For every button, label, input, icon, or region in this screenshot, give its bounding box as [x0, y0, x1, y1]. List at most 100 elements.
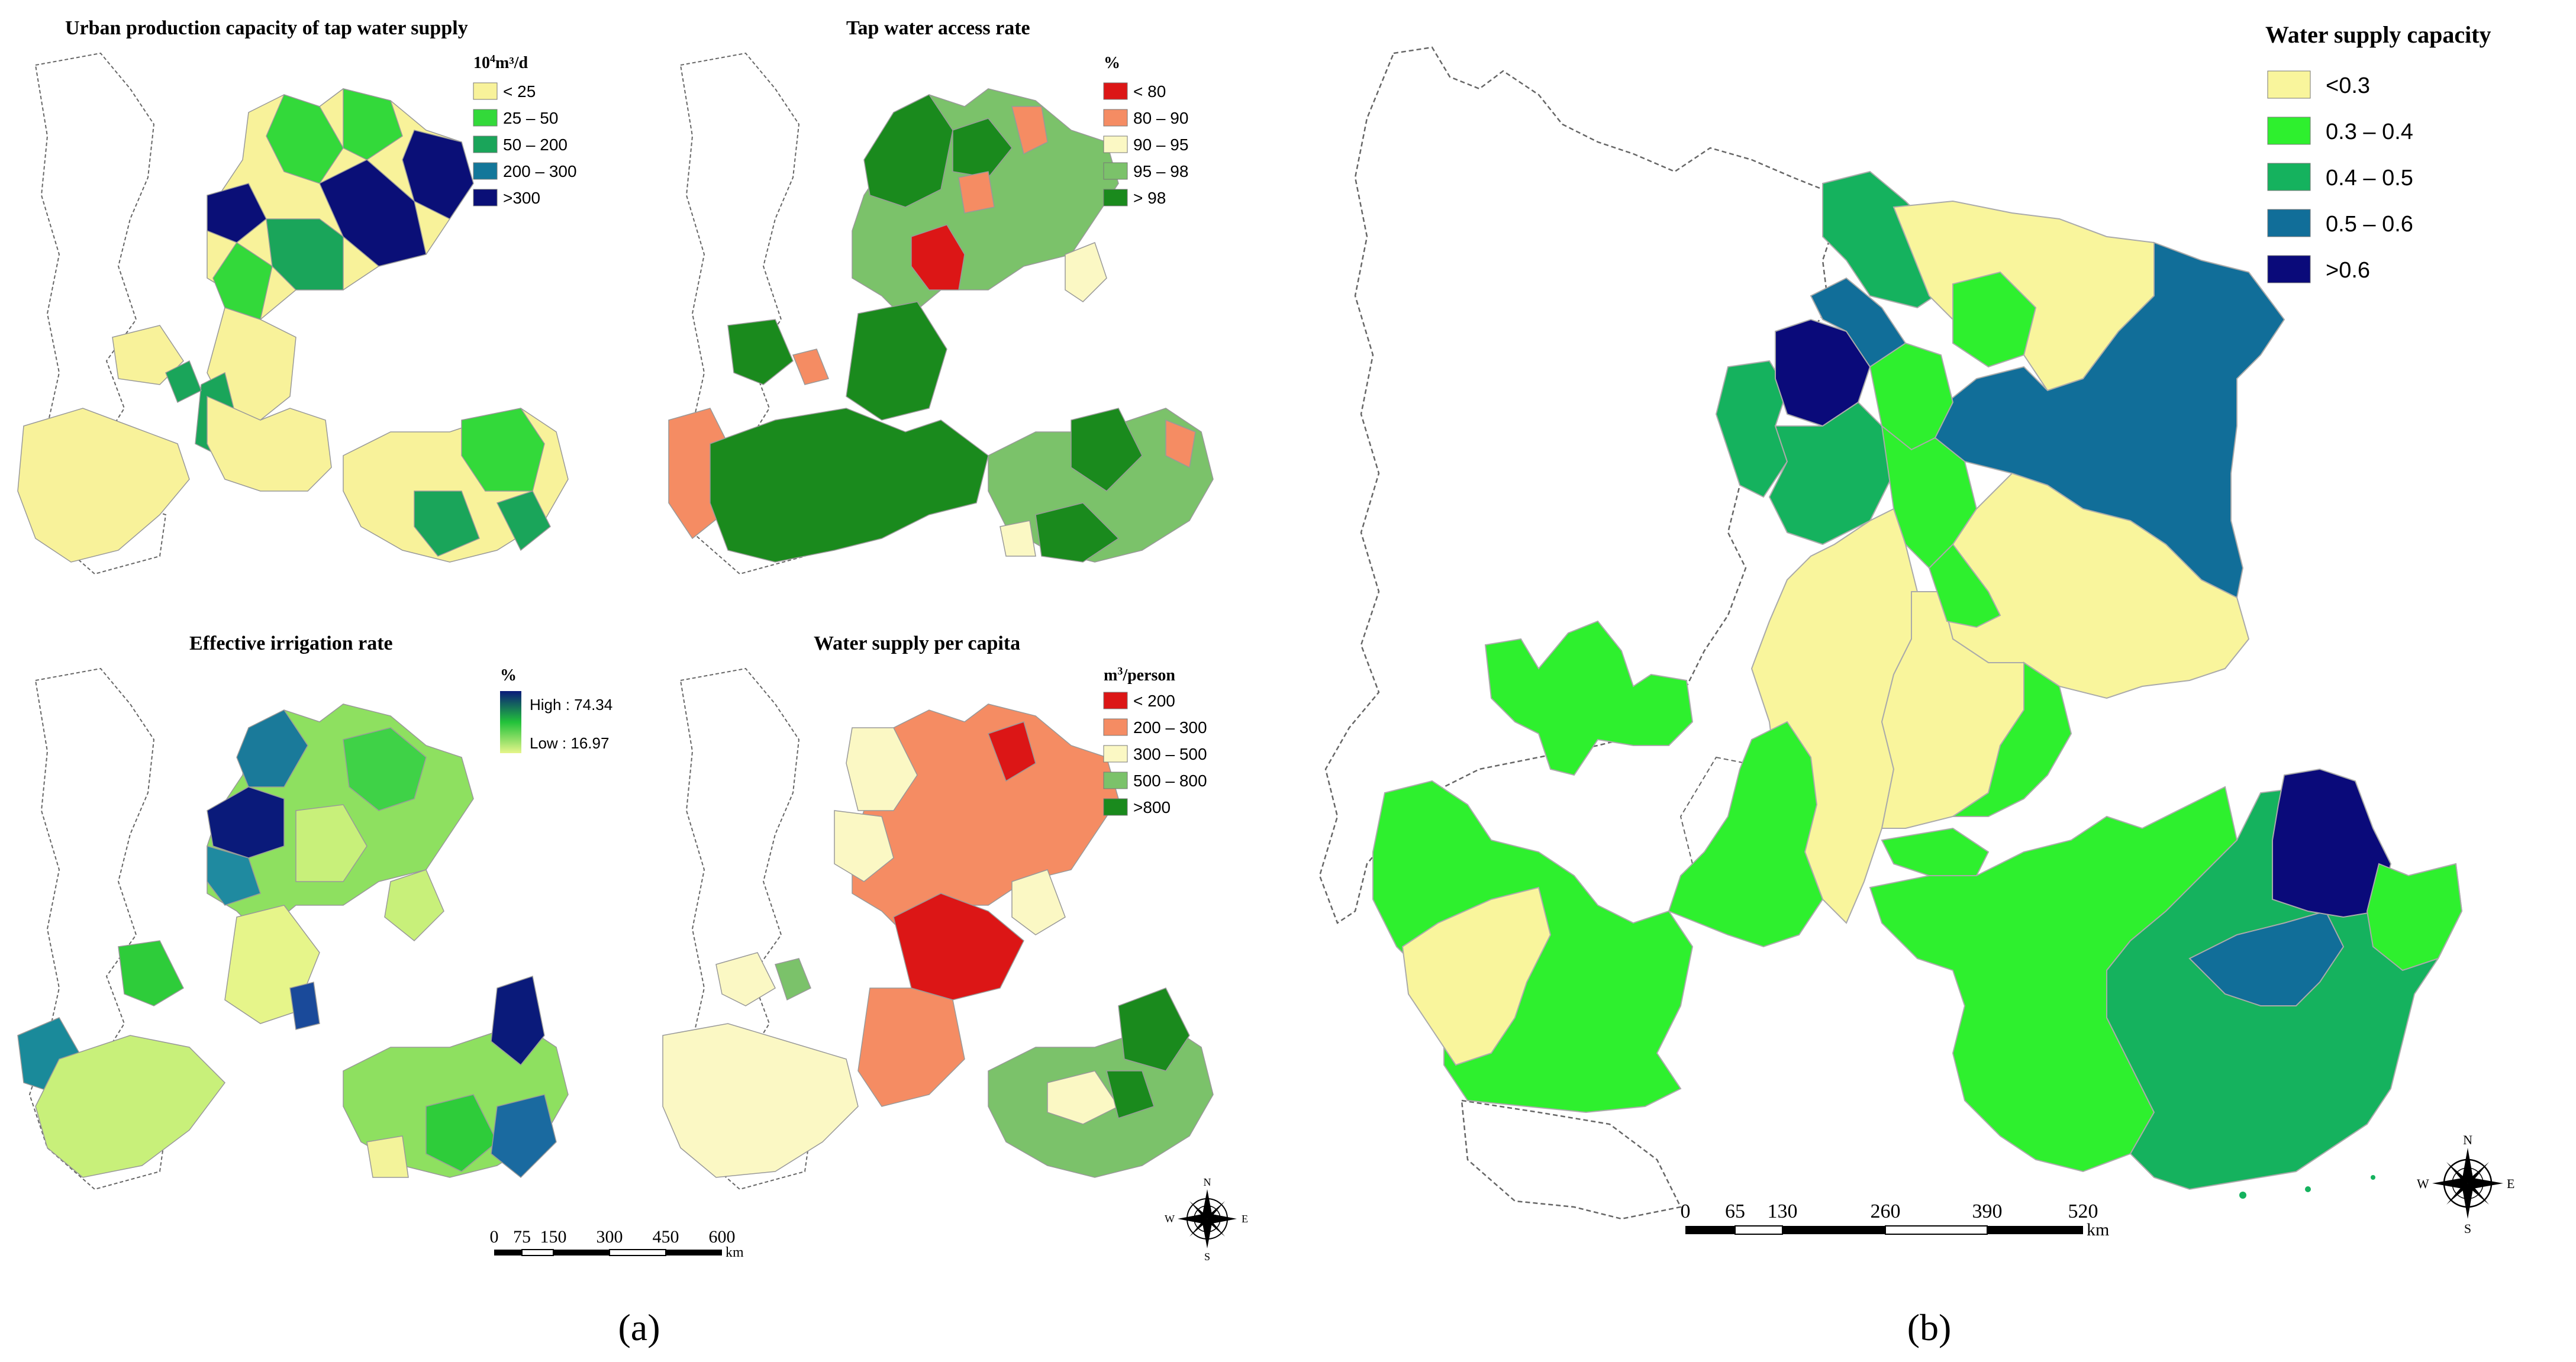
- map4-legend-unit: m3/person: [1104, 665, 1175, 685]
- map2-legend-swatch-1: [1103, 82, 1128, 100]
- map1-title: Urban production capacity of tap water s…: [65, 17, 468, 39]
- compass-a-icon: N E S W: [1165, 1176, 1248, 1263]
- region-irr-h: [118, 940, 184, 1006]
- compass-b-e: E: [2507, 1176, 2514, 1191]
- compass-a-n: N: [1204, 1176, 1211, 1188]
- region-irr-f: [384, 869, 444, 942]
- region-acc-k: [710, 408, 989, 563]
- map2-legend-label-5: > 98: [1133, 189, 1166, 207]
- map4-legend-swatch-2: [1103, 718, 1128, 736]
- region-ws-c-green-7: [1668, 721, 1824, 948]
- scale-b-seg-2: [1734, 1225, 1783, 1235]
- scale-b-seg-5: [1987, 1226, 2083, 1234]
- region-pc-e: [893, 893, 1024, 1000]
- map1-legend-label-3: 50 – 200: [503, 135, 568, 154]
- map2-title: Tap water access rate: [846, 17, 1030, 39]
- scale-b-tick-3: 260: [1871, 1200, 1901, 1222]
- region-acc-d: [958, 171, 995, 214]
- scale-a-unit: km: [726, 1245, 744, 1260]
- map2-legend-swatch-5: [1103, 189, 1128, 206]
- map1-legend-label-5: >300: [503, 189, 540, 207]
- scale-a-tick-0: 0: [490, 1227, 499, 1247]
- scale-a-tick-1: 75: [513, 1227, 531, 1247]
- region-acc-m: [1165, 419, 1196, 469]
- region-pc-b: [988, 721, 1036, 782]
- scale-a-seg-5: [666, 1250, 722, 1256]
- map-water-per-capita: [662, 667, 1214, 1190]
- scale-a-seg-1: [494, 1250, 522, 1256]
- region-pc-a: [846, 727, 918, 811]
- map2-legend-swatch-2: [1103, 109, 1128, 127]
- map4-legend-label-3: 300 – 500: [1133, 745, 1207, 763]
- map1-legend-label-4: 200 – 300: [503, 162, 577, 180]
- coastal-islands: [2239, 1175, 2375, 1199]
- region-irr-n: [491, 1094, 557, 1179]
- compass-b-n: N: [2463, 1132, 2472, 1147]
- compass-a-w: W: [1165, 1213, 1175, 1225]
- legend-b-label-2: 0.3 – 0.4: [2326, 120, 2413, 144]
- region-ws-c-green-6: [1881, 827, 1990, 876]
- panel-b-scale-bar: 0 65 130 260 390 520 km: [1681, 1200, 2110, 1240]
- map4-legend-swatch-4: [1103, 772, 1128, 789]
- region-cap-k: [165, 360, 202, 404]
- map-tap-water-access: [668, 52, 1214, 575]
- scale-a-seg-4: [609, 1249, 666, 1256]
- scale-a-seg-3: [553, 1250, 610, 1256]
- region-acc-n: [1035, 502, 1120, 563]
- region-pc-j: [1047, 1070, 1120, 1125]
- map1-legend-unit: 104m³/d: [473, 53, 528, 72]
- region-pc-f: [715, 952, 776, 1006]
- legend-b-label-5: >0.6: [2326, 258, 2370, 283]
- map2-legend-label-3: 90 – 95: [1133, 135, 1188, 154]
- region-pc-sw: [662, 1023, 859, 1178]
- scale-b-seg-1: [1685, 1226, 1735, 1234]
- scale-a-seg-2: [521, 1249, 554, 1256]
- region-cap-e: [207, 183, 267, 243]
- scale-b-tick-4: 390: [1972, 1200, 2003, 1222]
- scale-a-tick-2: 150: [540, 1227, 567, 1247]
- map1-legend-swatch-3: [473, 135, 498, 153]
- map-effective-irrigation: [17, 667, 569, 1190]
- region-acc-a: [863, 94, 953, 208]
- map4-legend-label-5: >800: [1133, 798, 1171, 816]
- scale-b-tick-5: 520: [2068, 1200, 2098, 1222]
- region-pc-k: [1106, 1070, 1155, 1119]
- scale-b-tick-0: 0: [1681, 1200, 1691, 1222]
- region-cap-c: [402, 130, 474, 220]
- legend-b-label-4: 0.5 – 0.6: [2326, 212, 2413, 237]
- scale-a-tick-4: 450: [653, 1227, 679, 1247]
- map4-legend: m3/person < 200 200 – 300 300 – 500 500 …: [1103, 665, 1207, 816]
- map2-legend-swatch-4: [1103, 162, 1128, 180]
- region-ws-se-teal: [2188, 910, 2345, 1006]
- map4-legend-swatch-3: [1103, 745, 1128, 763]
- legend-b-title: Water supply capacity: [2265, 21, 2491, 48]
- region-acc-i: [792, 348, 830, 385]
- scale-a-tick-3: 300: [597, 1227, 623, 1247]
- map-production-capacity: [17, 52, 569, 575]
- scale-b-tick-1: 65: [1725, 1200, 1745, 1222]
- region-pc-i: [1118, 987, 1190, 1071]
- map3-legend-high: High : 74.34: [530, 696, 612, 714]
- scale-b-seg-3: [1782, 1226, 1885, 1234]
- region-acc-e: [911, 224, 965, 291]
- map4-legend-swatch-5: [1103, 798, 1128, 816]
- map1-legend-label-2: 25 – 50: [503, 109, 558, 127]
- panel-a-label: (a): [618, 1306, 660, 1348]
- region-outline-west-large: [1318, 46, 1836, 924]
- map2-legend-label-2: 80 – 90: [1133, 109, 1188, 127]
- legend-b-swatch-5: [2267, 255, 2311, 283]
- map3-legend: % High : 74.34 Low : 16.97: [500, 666, 612, 753]
- map2-legend: % < 80 80 – 90 90 – 95 95 – 98 > 98: [1103, 54, 1188, 207]
- region-ws-sw-yellow: [1401, 886, 1552, 1066]
- legend-b-label-1: <0.3: [2326, 73, 2370, 98]
- region-irr-d: [343, 727, 427, 811]
- region-pc-d: [1011, 869, 1066, 935]
- map-water-supply-capacity: [1318, 46, 2463, 1220]
- compass-b-s: S: [2464, 1221, 2471, 1236]
- map2-legend-unit: %: [1104, 54, 1120, 72]
- scale-b-unit: km: [2087, 1220, 2109, 1240]
- map1-legend-swatch-4: [473, 162, 498, 180]
- panel-a-scale-bar: 0 75 150 300 450 600 km: [490, 1227, 744, 1260]
- map1-legend: 104m³/d < 25 25 – 50 50 – 200 200 – 300 …: [473, 53, 577, 207]
